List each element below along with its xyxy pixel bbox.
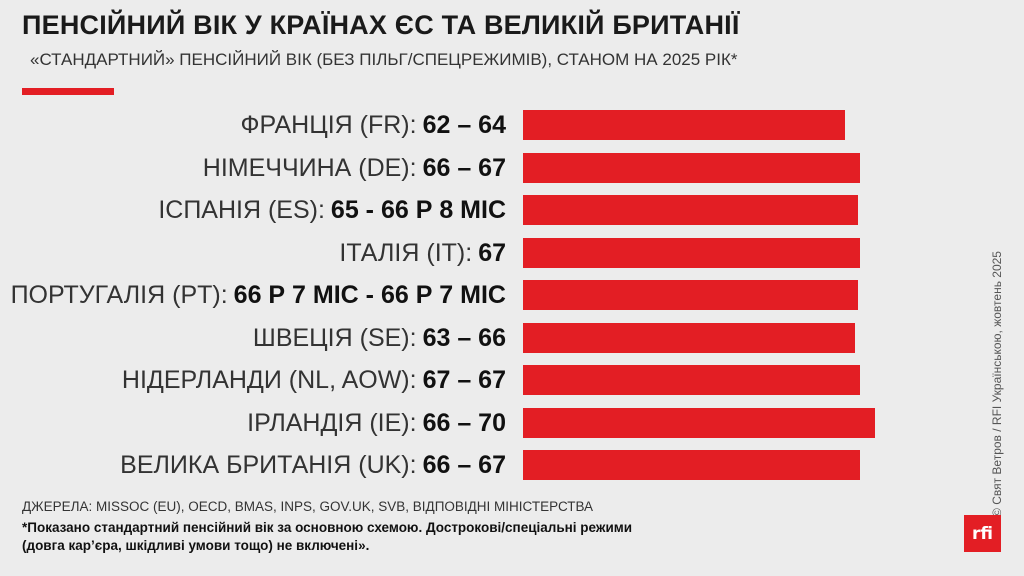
age-range: 65 - 66 Р 8 МІС <box>330 196 506 224</box>
age-range: 66 – 67 <box>422 451 506 479</box>
bar <box>523 450 860 480</box>
bar-label: ПОРТУГАЛІЯ (PT): 66 Р 7 МІС - 66 Р 7 МІС <box>11 280 506 310</box>
footnote: *Показано стандартний пенсійний вік за о… <box>22 519 632 555</box>
country-name: ВЕЛИКА БРИТАНІЯ (UK): <box>120 451 417 479</box>
photo-credit: © Свят Ветров / RFI Українською, жовтень… <box>990 251 1004 517</box>
bar-label: ІТАЛІЯ (IT): 67 <box>339 238 506 268</box>
bar <box>523 153 860 183</box>
country-name: ПОРТУГАЛІЯ (PT): <box>10 281 228 309</box>
bar-label: ІСПАНІЯ (ES): 65 - 66 Р 8 МІС <box>158 195 506 225</box>
country-name: ІСПАНІЯ (ES): <box>158 196 325 224</box>
bar <box>523 365 860 395</box>
rfi-logo: rfi <box>964 515 1001 552</box>
age-range: 66 – 70 <box>422 409 506 437</box>
bar <box>523 280 858 310</box>
country-name: ФРАНЦІЯ (FR): <box>240 111 417 139</box>
footnote-line-2: (довга кар’єра, шкідливі умови тощо) не … <box>22 538 370 553</box>
country-name: ІРЛАНДІЯ (IE): <box>247 409 417 437</box>
bar <box>523 408 875 438</box>
age-range: 66 – 67 <box>422 154 506 182</box>
accent-bar <box>22 88 114 95</box>
country-name: НІМЕЧЧИНА (DE): <box>202 154 417 182</box>
footnote-line-1: *Показано стандартний пенсійний вік за о… <box>22 520 633 535</box>
bar-label: ВЕЛИКА БРИТАНІЯ (UK): 66 – 67 <box>120 450 506 480</box>
bar <box>523 195 858 225</box>
country-name: ІТАЛІЯ (IT): <box>339 239 473 267</box>
bar-label: ФРАНЦІЯ (FR): 62 – 64 <box>240 110 506 140</box>
bar-label: НІМЕЧЧИНА (DE): 66 – 67 <box>203 153 506 183</box>
age-range: 66 Р 7 МІС - 66 Р 7 МІС <box>233 281 506 309</box>
bar <box>523 110 845 140</box>
country-name: НІДЕРЛАНДИ (NL, AOW): <box>121 366 417 394</box>
age-range: 62 – 64 <box>422 111 506 139</box>
age-range: 63 – 66 <box>422 324 506 352</box>
bar-label: ІРЛАНДІЯ (IE): 66 – 70 <box>247 408 506 438</box>
chart-subtitle: «СТАНДАРТНИЙ» ПЕНСІЙНИЙ ВІК (БЕЗ ПІЛЬГ/С… <box>30 50 738 69</box>
age-range: 67 <box>478 239 506 267</box>
chart-title: ПЕНСІЙНИЙ ВІК У КРАЇНАХ ЄС ТА ВЕЛИКІЙ БР… <box>22 10 740 40</box>
age-range: 67 – 67 <box>422 366 506 394</box>
sources-text: ДЖЕРЕЛА: MISSOC (EU), OECD, BMAS, INPS, … <box>22 499 594 514</box>
country-name: ШВЕЦІЯ (SE): <box>252 324 417 352</box>
bar <box>523 238 860 268</box>
bar-label: НІДЕРЛАНДИ (NL, AOW): 67 – 67 <box>122 365 506 395</box>
bar-label: ШВЕЦІЯ (SE): 63 – 66 <box>253 323 506 353</box>
bar <box>523 323 855 353</box>
